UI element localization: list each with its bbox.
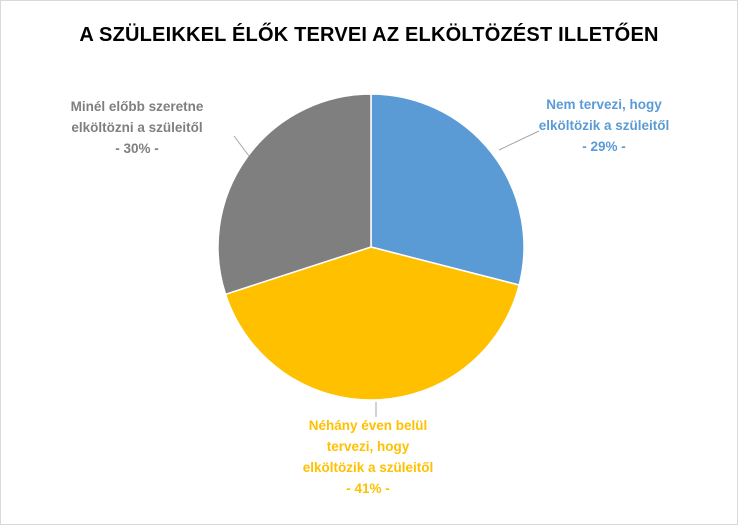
data-label-line: Nem tervezi, hogy (546, 97, 662, 112)
data-label-line: - 29% - (582, 139, 626, 154)
leader-lines (233, 130, 540, 417)
chart-title: A SZÜLEIKKEL ÉLŐK TERVEI AZ ELKÖLTÖZÉST … (79, 24, 659, 46)
data-label-line: elköltözik a szüleitől (539, 118, 670, 133)
data-label: Minél előbb szeretne elköltözni a szüleit… (71, 99, 204, 156)
pie-slices (217, 93, 525, 401)
data-label-line: tervezi, hogy (327, 439, 410, 454)
data-label-line: Néhány éven belül (309, 418, 428, 433)
data-label: Néhány éven belül tervezi, hogy elköltözik… (303, 418, 434, 496)
data-label-line: - 41% - (346, 481, 390, 496)
data-label-line: - 30% - (115, 141, 159, 156)
data-label-line: Minél előbb szeretne (71, 99, 204, 114)
data-label: Nem tervezi, hogy elköltözik a szüleitől -… (539, 97, 670, 154)
leader-line (498, 130, 540, 151)
leader-line (233, 135, 250, 157)
data-label-line: elköltözik a szüleitől (303, 460, 434, 475)
slice-nehany-even-belul (224, 246, 521, 401)
slice-minel-elobb (217, 93, 372, 296)
data-labels: Nem tervezi, hogy elköltözik a szüleitől -… (71, 97, 670, 496)
data-label-line: elköltözni a szüleitől (71, 120, 202, 135)
slice-nem-tervezi (370, 93, 525, 286)
